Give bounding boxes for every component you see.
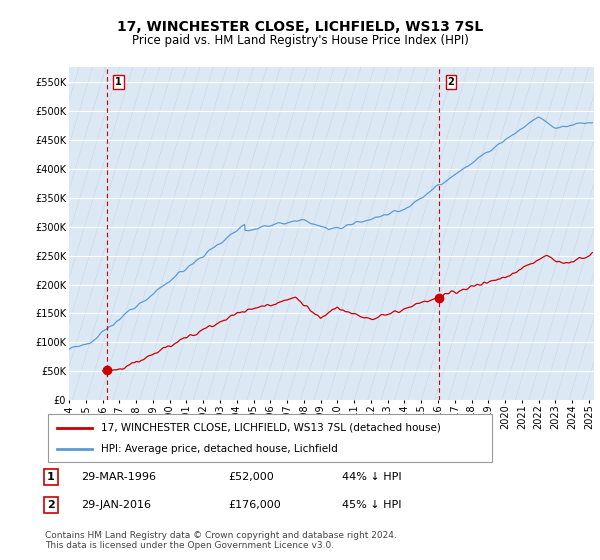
Text: £176,000: £176,000 xyxy=(228,500,281,510)
Text: 2: 2 xyxy=(448,77,454,87)
FancyBboxPatch shape xyxy=(48,414,492,462)
Text: 17, WINCHESTER CLOSE, LICHFIELD, WS13 7SL (detached house): 17, WINCHESTER CLOSE, LICHFIELD, WS13 7S… xyxy=(101,423,441,433)
Text: 45% ↓ HPI: 45% ↓ HPI xyxy=(342,500,401,510)
Text: 1: 1 xyxy=(47,472,55,482)
Text: 17, WINCHESTER CLOSE, LICHFIELD, WS13 7SL: 17, WINCHESTER CLOSE, LICHFIELD, WS13 7S… xyxy=(117,20,483,34)
Text: HPI: Average price, detached house, Lichfield: HPI: Average price, detached house, Lich… xyxy=(101,444,338,454)
Text: £52,000: £52,000 xyxy=(228,472,274,482)
Text: 2: 2 xyxy=(47,500,55,510)
Text: 44% ↓ HPI: 44% ↓ HPI xyxy=(342,472,401,482)
Text: 29-JAN-2016: 29-JAN-2016 xyxy=(81,500,151,510)
Text: Price paid vs. HM Land Registry's House Price Index (HPI): Price paid vs. HM Land Registry's House … xyxy=(131,34,469,46)
Text: 29-MAR-1996: 29-MAR-1996 xyxy=(81,472,156,482)
Text: 1: 1 xyxy=(115,77,122,87)
Text: Contains HM Land Registry data © Crown copyright and database right 2024.
This d: Contains HM Land Registry data © Crown c… xyxy=(45,531,397,550)
